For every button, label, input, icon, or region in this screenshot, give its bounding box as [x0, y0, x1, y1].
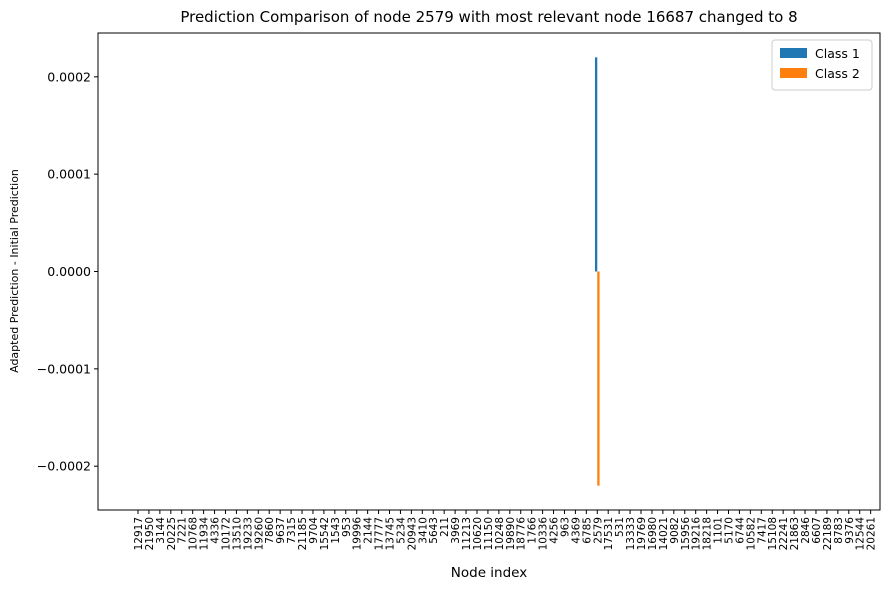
- x-tick-label: 953: [341, 517, 353, 537]
- x-tick-label: 11150: [483, 517, 495, 550]
- x-tick-label: 3144: [155, 517, 167, 544]
- x-tick-label: 11934: [199, 517, 211, 551]
- x-tick-label: 4336: [210, 517, 222, 544]
- x-tick-label: 3410: [417, 517, 429, 544]
- x-tick-label: 211: [439, 517, 451, 537]
- x-tick-label: 19996: [352, 517, 364, 551]
- x-tick-label: 19769: [636, 517, 648, 550]
- x-tick-label: 5234: [395, 517, 407, 544]
- bar-class-2: [597, 271, 600, 486]
- x-tick-label: 11213: [461, 517, 473, 550]
- x-tick-label: 9376: [844, 517, 856, 544]
- x-tick-label: 4256: [549, 517, 561, 544]
- x-tick-label: 20261: [866, 517, 878, 550]
- y-tick-label: −0.0001: [37, 361, 91, 376]
- x-tick-label: 18218: [702, 517, 714, 550]
- x-tick-label: 14021: [658, 517, 670, 550]
- x-tick-label: 21185: [297, 517, 309, 550]
- y-tick-label: 0.0000: [47, 264, 91, 279]
- x-tick-label: 3969: [450, 517, 462, 544]
- x-tick-label: 8783: [833, 517, 845, 544]
- bar-class-1: [594, 57, 598, 272]
- x-tick-label: 9704: [308, 517, 320, 544]
- x-tick-label: 531: [614, 517, 626, 537]
- x-tick-label: 17531: [603, 517, 615, 550]
- x-tick-label: 17777: [374, 517, 386, 550]
- x-tick-label: 12544: [855, 517, 867, 551]
- x-tick-label: 2846: [800, 517, 812, 544]
- x-tick-label: 7417: [756, 517, 768, 544]
- x-tick-label: 18776: [516, 517, 528, 551]
- y-tick-label: 0.0002: [47, 69, 91, 84]
- x-tick-label: 20943: [406, 517, 418, 550]
- x-tick-label: 19216: [691, 517, 703, 551]
- x-tick-label: 10768: [188, 517, 200, 550]
- x-tick-label: 15108: [767, 517, 779, 550]
- x-tick-label: 21863: [789, 517, 801, 550]
- x-tick-label: 7315: [286, 517, 298, 544]
- x-tick-label: 15542: [319, 517, 331, 550]
- x-tick-label: 19233: [242, 517, 254, 550]
- x-tick-label: 22189: [822, 517, 834, 550]
- x-tick-label: 20225: [166, 517, 178, 550]
- x-tick-label: 10248: [494, 517, 506, 550]
- y-tick-label: −0.0002: [37, 459, 91, 474]
- x-tick-label: 1543: [330, 517, 342, 544]
- x-tick-label: 13745: [385, 517, 397, 550]
- x-tick-label: 1766: [527, 517, 539, 544]
- x-tick-label: 9082: [669, 517, 681, 544]
- x-tick-label: 10620: [472, 517, 484, 550]
- x-tick-label: 12917: [133, 517, 145, 550]
- x-tick-label: 5170: [723, 517, 735, 544]
- x-tick-label: 13510: [231, 517, 243, 550]
- legend-label: Class 2: [815, 66, 860, 81]
- y-axis-label: Adapted Prediction - Initial Prediction: [8, 169, 21, 373]
- legend-label: Class 1: [815, 46, 860, 61]
- x-tick-label: 7221: [177, 517, 189, 544]
- x-tick-label: 22241: [778, 517, 790, 550]
- x-tick-label: 10582: [745, 517, 757, 550]
- plot-frame: [97, 32, 881, 511]
- x-tick-label: 5643: [428, 517, 440, 544]
- y-tick-label: 0.0001: [47, 167, 91, 182]
- x-tick-label: 2144: [363, 517, 375, 544]
- x-tick-label: 6744: [734, 517, 746, 544]
- x-tick-label: 4369: [570, 517, 582, 544]
- x-axis-label: Node index: [451, 565, 527, 581]
- legend-swatch: [780, 48, 807, 58]
- x-tick-label: 6607: [811, 517, 823, 544]
- x-tick-label: 21950: [144, 517, 156, 550]
- x-tick-label: 10336: [538, 517, 550, 551]
- x-tick-label: 15956: [680, 517, 692, 551]
- x-tick-label: 19260: [253, 517, 265, 550]
- x-tick-label: 963: [559, 517, 571, 537]
- x-tick-label: 2579: [592, 517, 604, 544]
- x-tick-label: 10172: [220, 517, 232, 550]
- x-tick-label: 19890: [505, 517, 517, 550]
- legend-swatch: [780, 68, 807, 78]
- x-tick-label: 16980: [647, 517, 659, 550]
- x-tick-label: 9637: [275, 517, 287, 544]
- chart-title: Prediction Comparison of node 2579 with …: [180, 8, 797, 26]
- x-tick-label: 6785: [581, 517, 593, 544]
- x-tick-label: 7860: [264, 517, 276, 544]
- x-tick-label: 13333: [625, 517, 637, 550]
- x-tick-label: 1101: [713, 517, 725, 544]
